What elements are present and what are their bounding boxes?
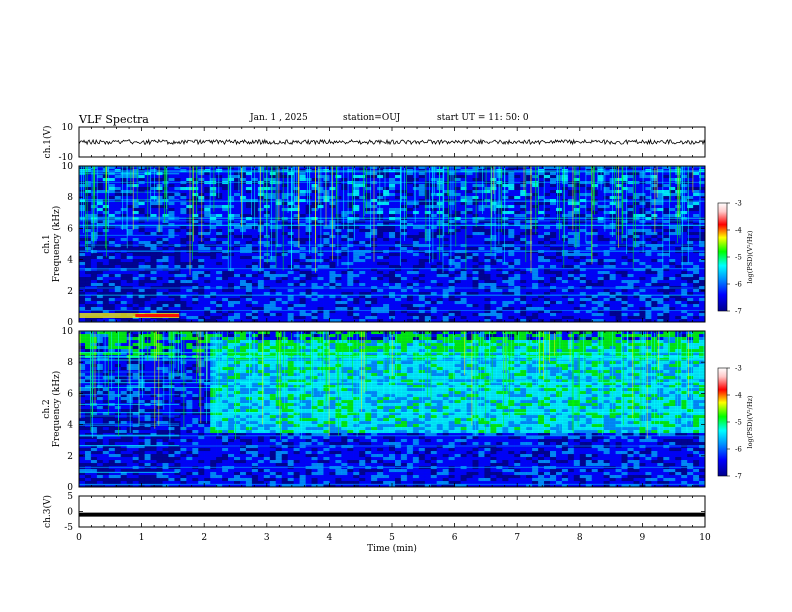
x-tick-label: 3 xyxy=(264,533,270,543)
colorbar-tick-label: -4 xyxy=(735,392,742,400)
x-tick-label: 10 xyxy=(699,533,711,543)
colorbar-tick-label: -3 xyxy=(735,200,742,208)
x-tick-label: 0 xyxy=(76,533,82,543)
station-label: station=OUJ xyxy=(343,113,401,123)
y-tick-label: 8 xyxy=(67,193,73,203)
y-tick-label: 4 xyxy=(67,421,73,431)
y-axis-label-quantity: Frequency (kHz) xyxy=(51,371,62,448)
y-tick-label: 10 xyxy=(62,123,74,133)
y-tick-label: 0 xyxy=(67,483,73,493)
y-tick-label: 0 xyxy=(67,508,73,518)
y-axis-label-quantity: Frequency (kHz) xyxy=(51,206,62,283)
y-tick-label: 10 xyxy=(62,327,74,337)
y-tick-label: 6 xyxy=(67,224,73,234)
y-tick-label: 0 xyxy=(67,318,73,328)
x-tick-label: 5 xyxy=(389,533,395,543)
y-axis-label: ch.1(V) xyxy=(42,126,53,159)
y-tick-label: 10 xyxy=(62,162,74,172)
colorbar-tick-label: -6 xyxy=(735,281,742,289)
y-tick-label: -10 xyxy=(59,153,74,163)
spectrogram-layer xyxy=(79,166,706,488)
colorbar-tick-label: -5 xyxy=(735,419,742,427)
colorbar-tick-label: -7 xyxy=(735,308,742,316)
x-tick-label: 2 xyxy=(201,533,207,543)
low-frequency-band xyxy=(79,313,180,318)
spectrogram-texture xyxy=(79,166,706,323)
y-axis-label-channel: ch.2 xyxy=(42,399,52,418)
waveform-layer xyxy=(78,138,706,517)
colorbar-tick-label: -4 xyxy=(735,227,742,235)
spectrogram-spikes xyxy=(79,331,705,441)
x-tick-label: 7 xyxy=(514,533,520,543)
y-tick-label: 4 xyxy=(67,256,73,266)
y-axis-label-channel: ch.1 xyxy=(42,234,52,253)
figure-title: VLF Spectra xyxy=(79,113,149,126)
x-tick-label: 9 xyxy=(640,533,646,543)
panel-frame xyxy=(78,495,706,528)
low-frequency-peak xyxy=(135,314,180,317)
y-axis-label: ch.3(V) xyxy=(42,495,53,528)
date-label: Jan. 1 , 2025 xyxy=(250,113,308,123)
colorbar-label: log(PSD)(V²/Hz) xyxy=(746,230,754,283)
colorbar-gradient xyxy=(717,202,728,312)
y-tick-label: 8 xyxy=(67,358,73,368)
colorbar-layer: -3 -4 -5 -6 -7 log(PSD)(V²/Hz) -3 -4 -5 -6 -7 log(P… xyxy=(717,200,754,481)
spectrogram-lines xyxy=(79,166,705,323)
x-tick-label: 6 xyxy=(452,533,458,543)
y-tick-label: 2 xyxy=(67,287,73,297)
waveform-ch1 xyxy=(78,138,706,146)
y-tick-label: -5 xyxy=(64,523,73,533)
start-time-label: start UT = 11: 50: 0 xyxy=(437,113,529,123)
colorbar-tick-label: -7 xyxy=(735,473,742,481)
spectrogram-ch2 xyxy=(79,330,706,488)
x-tick-label: 4 xyxy=(327,533,333,543)
y-tick-label: 2 xyxy=(67,452,73,462)
colorbar-ch1: -3 -4 -5 -6 -7 log(PSD)(V²/Hz) xyxy=(717,200,754,316)
x-tick-label: 1 xyxy=(139,533,145,543)
colorbar-tick-label: -5 xyxy=(735,254,742,262)
y-tick-label: 6 xyxy=(67,389,73,399)
colorbar-tick-label: -3 xyxy=(735,365,742,373)
y-tick-label: 5 xyxy=(67,492,73,502)
colorbar-label: log(PSD)(V²/Hz) xyxy=(746,395,754,448)
x-tick-label: 8 xyxy=(577,533,583,543)
frame-layer xyxy=(78,126,706,528)
colorbar-tick-label: -6 xyxy=(735,446,742,454)
spectrogram-ch1 xyxy=(79,166,706,323)
x-axis-label: Time (min) xyxy=(367,543,417,554)
colorbar-ch2: -3 -4 -5 -6 -7 log(PSD)(V²/Hz) xyxy=(717,365,754,481)
spectrogram-spikes xyxy=(79,166,701,275)
colorbar-gradient xyxy=(717,367,728,477)
